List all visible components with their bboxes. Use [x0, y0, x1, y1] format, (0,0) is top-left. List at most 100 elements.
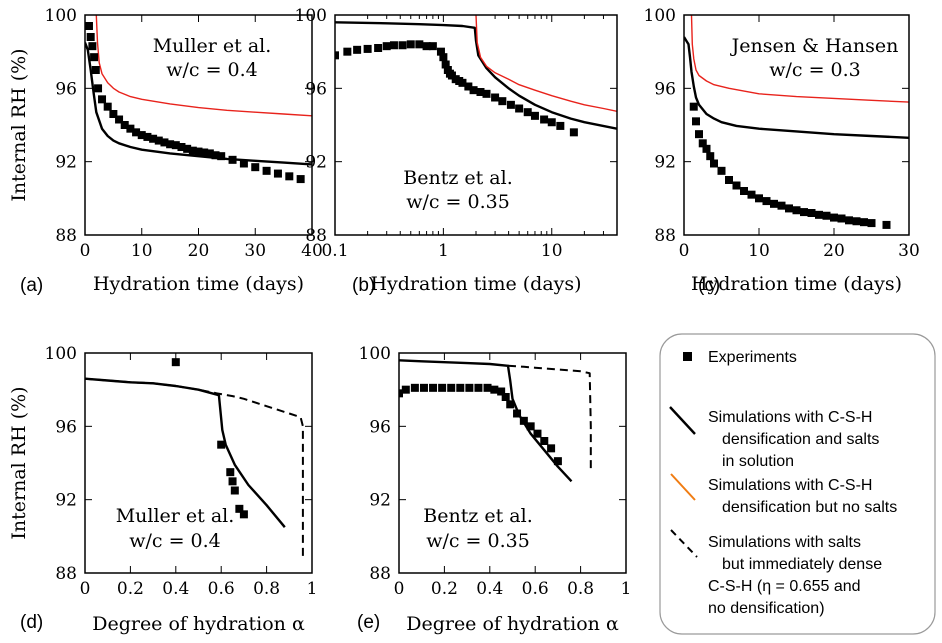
- experiment-point: [695, 130, 703, 139]
- x-tick-label: 0: [394, 579, 405, 599]
- y-tick-label: 92: [305, 153, 327, 173]
- y-tick-label: 96: [305, 79, 327, 99]
- y-tick-label: 100: [45, 6, 77, 26]
- data-layer: [335, 15, 617, 137]
- experiment-point: [183, 144, 192, 153]
- x-tick-label: 1: [438, 241, 449, 261]
- panel-label: (d): [20, 612, 43, 633]
- panel-annotation: w/c = 0.3: [769, 59, 861, 81]
- y-tick-label: 92: [55, 153, 77, 173]
- experiment-point: [845, 216, 853, 225]
- panel-annotation: w/c = 0.35: [426, 530, 530, 552]
- experiment-point: [335, 51, 339, 60]
- x-tick-label: 10: [131, 241, 153, 261]
- legend-label: densification and salts: [722, 431, 879, 448]
- experiment-point: [296, 175, 305, 184]
- panel-label: (a): [20, 275, 43, 296]
- panel-label: (b): [352, 275, 375, 296]
- experiment-point: [456, 383, 465, 392]
- panel-label: (c): [698, 275, 720, 296]
- experiment-point: [228, 155, 237, 164]
- data-layer: [85, 15, 312, 184]
- x-tick-label: 0.2: [431, 579, 458, 599]
- experiment-point: [785, 204, 793, 213]
- x-tick-label: 0.8: [567, 579, 594, 599]
- x-tick-label: 0.4: [476, 579, 503, 599]
- y-axis-label: Internal RH (%): [8, 48, 30, 201]
- panel-annotation: Jensen & Hansen: [730, 35, 899, 57]
- experiment-point: [882, 220, 891, 229]
- experiment-point: [88, 42, 97, 51]
- axes-frame: [334, 14, 618, 236]
- axes-frame: [398, 352, 627, 574]
- experiment-point: [353, 45, 362, 54]
- legend-dashed-line-icon: [670, 529, 698, 558]
- experiment-point: [429, 383, 438, 392]
- x-tick-label: 0.8: [253, 579, 280, 599]
- experiment-point: [530, 111, 539, 120]
- y-tick-label: 100: [359, 344, 391, 364]
- experiment-point: [698, 139, 707, 148]
- x-tick-label: 0.6: [522, 579, 549, 599]
- data-layer: [85, 358, 304, 559]
- experiment-point: [807, 209, 816, 217]
- y-tick-label: 88: [654, 226, 676, 246]
- experiment-point: [94, 84, 103, 93]
- experiment-point: [239, 159, 248, 168]
- legend-label: no densification): [708, 600, 825, 617]
- experiment-point: [533, 429, 542, 438]
- experiment-point: [419, 383, 428, 392]
- experiment-point: [226, 468, 235, 477]
- experiment-point: [137, 131, 146, 140]
- panel-b: 88 92 96 100 0.1 1 10 (b)Hydration time (days) B…: [295, 6, 618, 296]
- experiment-point: [815, 210, 823, 219]
- experiment-point: [441, 60, 450, 69]
- experiment-point: [273, 169, 282, 178]
- experiment-point: [547, 118, 556, 127]
- x-tick-label: 0: [80, 241, 91, 261]
- y-tick-label: 100: [644, 6, 676, 26]
- panel-annotation: w/c = 0.4: [129, 530, 221, 552]
- y-tick-label: 88: [369, 564, 391, 584]
- legend-label: densification but no salts: [722, 499, 897, 516]
- legend-orange-line-icon: [670, 473, 696, 501]
- experiment-point: [490, 385, 499, 394]
- experiment-point: [474, 383, 483, 392]
- legend-item-solid: Simulations with C-S-H densification and …: [669, 406, 879, 470]
- series-line-dense-csh: [85, 377, 304, 559]
- experiment-point: [217, 152, 226, 161]
- experiment-point: [439, 53, 448, 62]
- experiment-point: [188, 146, 197, 155]
- experiment-point: [230, 486, 239, 495]
- experiment-point: [149, 134, 158, 143]
- experiment-point: [205, 149, 214, 158]
- legend-item-dashed: Simulations with salts but immediately de…: [670, 529, 882, 617]
- experiment-point: [458, 78, 467, 87]
- experiment-point: [262, 166, 271, 175]
- legend-label: C-S-H (η = 0.655 and: [708, 578, 861, 595]
- data-layer: [684, 15, 909, 229]
- series-line-no-salts: [475, 15, 617, 112]
- experiment-point: [109, 110, 118, 118]
- y-tick-label: 96: [369, 417, 391, 437]
- experiment-point: [211, 151, 220, 160]
- x-axis-label: Hydration time (days): [370, 273, 581, 295]
- experiment-point: [553, 457, 562, 466]
- x-axis-label: Hydration time (days): [93, 273, 304, 295]
- y-tick-label: 96: [654, 79, 676, 99]
- experiment-point: [98, 95, 107, 104]
- experiment-point: [422, 42, 431, 51]
- experiment-point: [692, 117, 700, 126]
- axes-frame: [84, 14, 313, 236]
- experiment-point: [382, 42, 391, 51]
- experiment-point: [415, 40, 424, 49]
- experiment-point: [830, 213, 838, 222]
- series-line-dense-csh: [507, 364, 592, 473]
- y-axis-label: Internal RH (%): [8, 386, 30, 539]
- experiment-point: [363, 44, 372, 53]
- experiment-point: [389, 41, 398, 50]
- experiment-point: [91, 66, 100, 74]
- x-tick-label: 30: [244, 241, 266, 261]
- series-line-salts: [399, 359, 573, 483]
